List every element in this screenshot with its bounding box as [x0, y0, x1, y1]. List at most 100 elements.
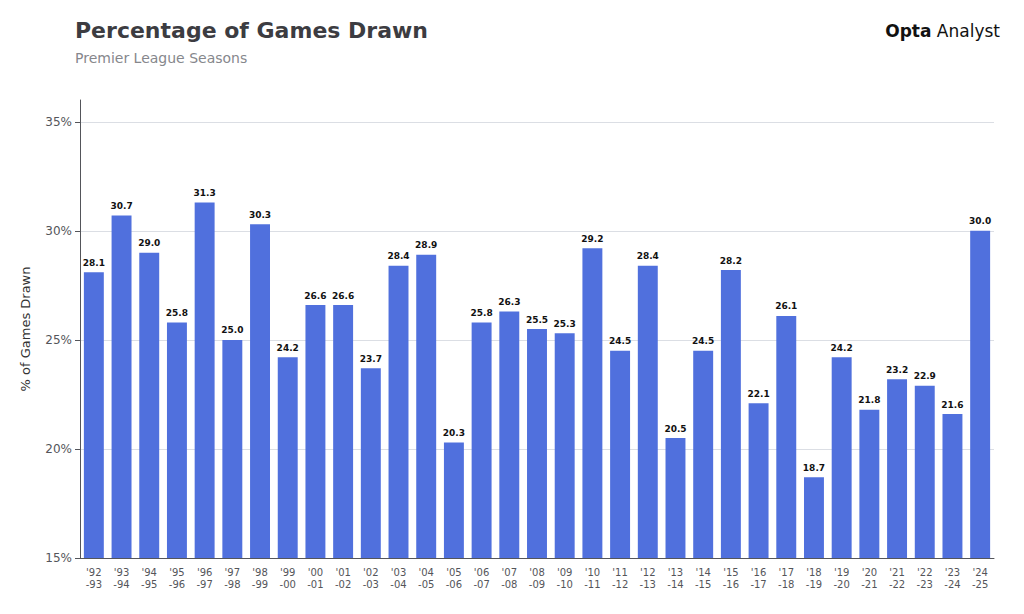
svg-text:'22: '22 [917, 567, 932, 578]
svg-text:28.2: 28.2 [720, 256, 742, 266]
svg-text:-08: -08 [501, 579, 517, 590]
svg-text:35%: 35% [45, 115, 72, 129]
svg-text:-23: -23 [917, 579, 933, 590]
svg-text:-06: -06 [446, 579, 462, 590]
svg-text:-19: -19 [806, 579, 822, 590]
svg-text:'24: '24 [972, 567, 987, 578]
svg-text:'23: '23 [945, 567, 960, 578]
svg-text:26.6: 26.6 [332, 291, 354, 301]
svg-text:'08: '08 [529, 567, 544, 578]
svg-text:'20: '20 [862, 567, 877, 578]
svg-text:26.1: 26.1 [775, 301, 797, 311]
svg-text:Premier League Seasons: Premier League Seasons [75, 50, 247, 66]
svg-text:-11: -11 [584, 579, 600, 590]
svg-text:30.0: 30.0 [969, 216, 991, 226]
svg-text:25.8: 25.8 [470, 308, 492, 318]
svg-text:29.0: 29.0 [138, 238, 160, 248]
svg-text:25%: 25% [45, 333, 72, 347]
svg-text:-95: -95 [141, 579, 157, 590]
svg-text:'06: '06 [474, 567, 489, 578]
svg-text:'04: '04 [418, 567, 433, 578]
svg-text:-93: -93 [86, 579, 102, 590]
svg-text:'92: '92 [86, 567, 101, 578]
svg-text:28.4: 28.4 [387, 251, 409, 261]
svg-text:Percentage of Games Drawn: Percentage of Games Drawn [75, 18, 428, 43]
svg-text:22.1: 22.1 [747, 389, 769, 399]
svg-text:26.6: 26.6 [304, 291, 326, 301]
svg-text:-25: -25 [972, 579, 988, 590]
svg-text:-22: -22 [889, 579, 905, 590]
svg-text:28.4: 28.4 [637, 251, 659, 261]
svg-text:-05: -05 [418, 579, 434, 590]
svg-text:-17: -17 [750, 579, 766, 590]
svg-text:-12: -12 [612, 579, 628, 590]
svg-text:'10: '10 [585, 567, 600, 578]
svg-text:'02: '02 [363, 567, 378, 578]
svg-text:20.3: 20.3 [443, 428, 465, 438]
svg-text:18.7: 18.7 [803, 463, 825, 473]
svg-text:'93: '93 [114, 567, 129, 578]
svg-text:-24: -24 [944, 579, 960, 590]
svg-text:'19: '19 [834, 567, 849, 578]
svg-text:'13: '13 [668, 567, 683, 578]
svg-text:20.5: 20.5 [664, 424, 686, 434]
svg-text:'09: '09 [557, 567, 572, 578]
svg-text:28.9: 28.9 [415, 240, 437, 250]
svg-text:25.8: 25.8 [166, 308, 188, 318]
svg-text:25.5: 25.5 [526, 315, 548, 325]
svg-text:24.5: 24.5 [692, 336, 714, 346]
svg-text:-03: -03 [363, 579, 379, 590]
svg-text:Opta: Opta [885, 21, 931, 41]
svg-text:-09: -09 [529, 579, 545, 590]
svg-text:-98: -98 [224, 579, 240, 590]
svg-text:-20: -20 [833, 579, 849, 590]
svg-text:'01: '01 [335, 567, 350, 578]
svg-text:28.1: 28.1 [83, 258, 105, 268]
svg-text:30%: 30% [45, 224, 72, 238]
svg-text:'14: '14 [695, 567, 710, 578]
svg-text:23.2: 23.2 [886, 365, 908, 375]
svg-text:'12: '12 [640, 567, 655, 578]
svg-text:'15: '15 [723, 567, 738, 578]
svg-text:'07: '07 [502, 567, 517, 578]
svg-text:'98: '98 [252, 567, 267, 578]
svg-text:'03: '03 [391, 567, 406, 578]
svg-text:26.3: 26.3 [498, 297, 520, 307]
svg-text:'16: '16 [751, 567, 766, 578]
svg-text:'95: '95 [169, 567, 184, 578]
svg-text:'00: '00 [308, 567, 323, 578]
svg-text:-96: -96 [169, 579, 185, 590]
svg-text:24.2: 24.2 [831, 343, 853, 353]
svg-text:'94: '94 [142, 567, 157, 578]
svg-text:-02: -02 [335, 579, 351, 590]
svg-text:'97: '97 [225, 567, 240, 578]
svg-text:24.5: 24.5 [609, 336, 631, 346]
svg-text:'21: '21 [889, 567, 904, 578]
svg-text:'05: '05 [446, 567, 461, 578]
svg-text:-97: -97 [196, 579, 212, 590]
svg-text:-07: -07 [473, 579, 489, 590]
svg-text:-94: -94 [113, 579, 129, 590]
svg-text:'11: '11 [612, 567, 627, 578]
svg-text:'18: '18 [806, 567, 821, 578]
svg-text:21.6: 21.6 [941, 400, 963, 410]
svg-text:-01: -01 [307, 579, 323, 590]
svg-text:'17: '17 [779, 567, 794, 578]
svg-text:-13: -13 [640, 579, 656, 590]
svg-text:30.3: 30.3 [249, 210, 271, 220]
svg-text:'96: '96 [197, 567, 212, 578]
svg-text:29.2: 29.2 [581, 234, 603, 244]
svg-text:% of Games Drawn: % of Games Drawn [18, 267, 33, 392]
svg-text:22.9: 22.9 [914, 371, 936, 381]
svg-text:-16: -16 [723, 579, 739, 590]
svg-text:30.7: 30.7 [110, 201, 132, 211]
svg-text:25.3: 25.3 [554, 319, 576, 329]
svg-text:-18: -18 [778, 579, 794, 590]
svg-text:25.0: 25.0 [221, 325, 243, 335]
svg-text:'99: '99 [280, 567, 295, 578]
svg-text:Analyst: Analyst [937, 21, 1000, 41]
svg-text:-00: -00 [280, 579, 296, 590]
svg-text:31.3: 31.3 [194, 188, 216, 198]
svg-text:23.7: 23.7 [360, 354, 382, 364]
svg-text:-14: -14 [667, 579, 683, 590]
